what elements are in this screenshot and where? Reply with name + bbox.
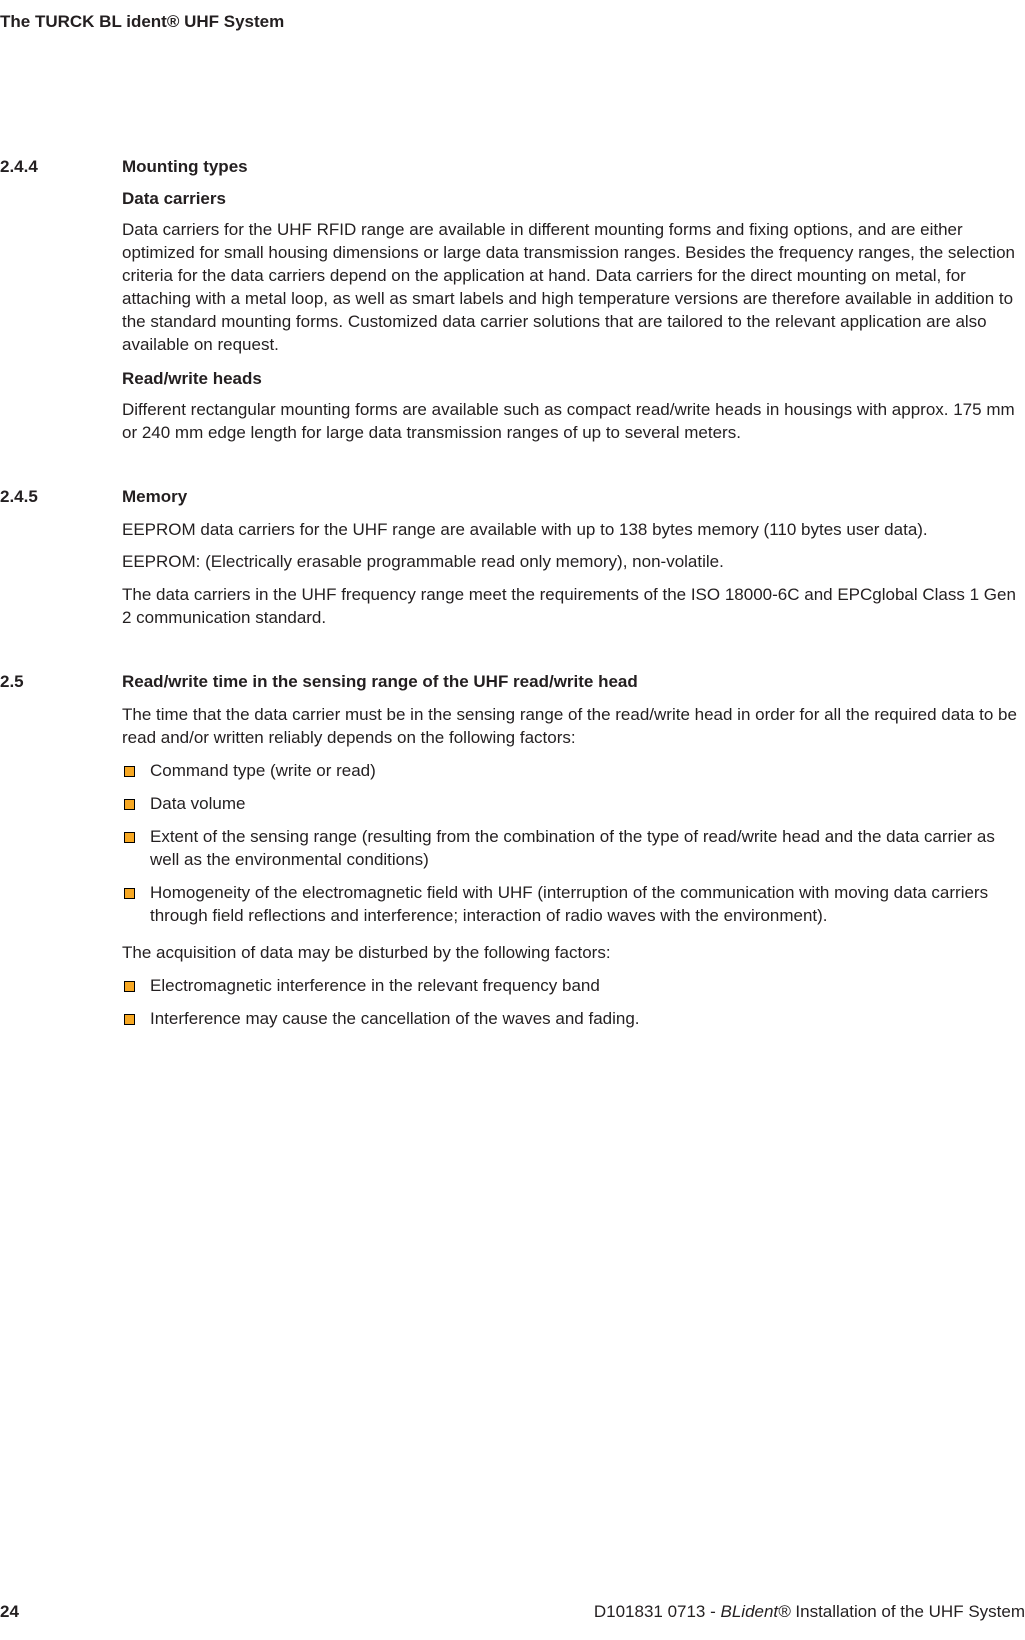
subsection-block: Read/write heads Different rectangular m… — [0, 369, 1025, 445]
section-row: 2.4.5 Memory — [0, 487, 1025, 507]
footer-doc-id: D101831 0713 - BLident® Installation of … — [594, 1602, 1025, 1622]
page-footer: 24 D101831 0713 - BLident® Installation … — [0, 1602, 1025, 1622]
paragraph: EEPROM: (Electrically erasable programma… — [122, 551, 1025, 574]
paragraph: The data carriers in the UHF frequency r… — [122, 584, 1025, 630]
list-item: Electromagnetic interference in the rele… — [122, 975, 1025, 998]
subsection-block: Data carriers Data carriers for the UHF … — [0, 189, 1025, 357]
subsection-block: EEPROM data carriers for the UHF range a… — [0, 519, 1025, 631]
section-title: Memory — [122, 487, 187, 507]
subsection-block: The acquisition of data may be disturbed… — [0, 942, 1025, 1031]
section-title: Mounting types — [122, 157, 248, 177]
list-item: Data volume — [122, 793, 1025, 816]
list-item: Interference may cause the cancellation … — [122, 1008, 1025, 1031]
subsection-block: The time that the data carrier must be i… — [0, 704, 1025, 928]
section-row: 2.5 Read/write time in the sensing range… — [0, 672, 1025, 692]
bullet-list: Electromagnetic interference in the rele… — [122, 975, 1025, 1031]
section-number: 2.4.4 — [0, 157, 122, 177]
paragraph: EEPROM data carriers for the UHF range a… — [122, 519, 1025, 542]
footer-italic: BLident® — [721, 1602, 796, 1621]
paragraph: Different rectangular mounting forms are… — [122, 399, 1025, 445]
section-number: 2.5 — [0, 672, 122, 692]
bullet-list: Command type (write or read) Data volume… — [122, 760, 1025, 928]
page-number: 24 — [0, 1602, 19, 1622]
page: The TURCK BL ident® UHF System 2.4.4 Mou… — [0, 0, 1025, 1640]
footer-prefix: D101831 0713 - — [594, 1602, 721, 1621]
subsection-heading: Data carriers — [122, 189, 1025, 209]
content-area: 2.4.4 Mounting types Data carriers Data … — [0, 157, 1025, 1031]
subsection-heading: Read/write heads — [122, 369, 1025, 389]
list-item: Command type (write or read) — [122, 760, 1025, 783]
footer-suffix: Installation of the UHF System — [795, 1602, 1025, 1621]
list-item: Extent of the sensing range (resulting f… — [122, 826, 1025, 872]
section-title: Read/write time in the sensing range of … — [122, 672, 638, 692]
paragraph: Data carriers for the UHF RFID range are… — [122, 219, 1025, 357]
paragraph: The acquisition of data may be disturbed… — [122, 942, 1025, 965]
paragraph: The time that the data carrier must be i… — [122, 704, 1025, 750]
document-header: The TURCK BL ident® UHF System — [0, 12, 1025, 32]
section-number: 2.4.5 — [0, 487, 122, 507]
list-item: Homogeneity of the electromagnetic field… — [122, 882, 1025, 928]
section-row: 2.4.4 Mounting types — [0, 157, 1025, 177]
